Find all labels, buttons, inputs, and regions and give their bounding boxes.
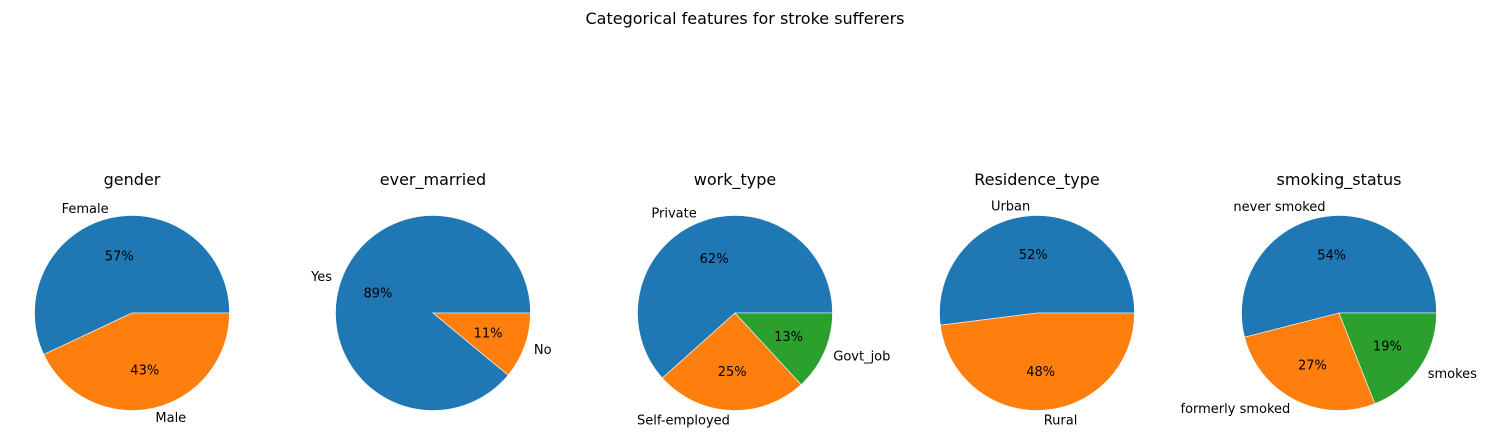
pie-slice <box>432 312 531 376</box>
pie-percent-label: 57% <box>105 249 134 264</box>
pie-title: gender <box>104 170 161 189</box>
pie-title: Residence_type <box>974 170 1100 190</box>
pie-category-label: Yes <box>310 270 332 285</box>
pie-slice <box>637 215 833 379</box>
pie-charts: gender 57% Female 43% Male ever_married 89% Yes… <box>34 170 1478 429</box>
pie-percent-label: 62% <box>700 252 729 267</box>
pie-category-label: Self-employed <box>637 414 730 429</box>
pie-residence-type: Residence_type 52% Urban 48% Rural <box>939 170 1135 429</box>
pie-percent-label: 89% <box>364 287 393 302</box>
pie-slice <box>939 215 1135 326</box>
pie-title: smoking_status <box>1277 170 1402 190</box>
pie-percent-label: 43% <box>130 364 159 379</box>
pie-percent-label: 19% <box>1373 339 1402 354</box>
pie-slice <box>34 215 230 355</box>
pie-smoking-status: smoking_status 54% never smoked 27% formerly… <box>1181 170 1478 417</box>
pie-slice <box>734 312 833 386</box>
pie-category-label: Govt_job <box>833 350 890 365</box>
pie-category-label: Rural <box>1044 414 1078 429</box>
pie-slice <box>1244 312 1376 411</box>
pie-slice <box>43 312 230 411</box>
pie-category-label: smokes <box>1428 367 1477 382</box>
pie-category-label: formerly smoked <box>1181 402 1291 417</box>
pie-category-label: Urban <box>991 199 1030 214</box>
pie-percent-label: 54% <box>1317 248 1346 263</box>
pie-slice <box>661 312 802 411</box>
pie-ever-married: ever_married 89% Yes 11% No <box>310 170 552 411</box>
pie-title: ever_married <box>380 170 486 190</box>
pie-slice <box>939 312 1135 411</box>
pie-percent-label: 48% <box>1026 365 1055 380</box>
pie-percent-label: 27% <box>1298 359 1327 374</box>
pie-title: work_type <box>694 170 776 190</box>
pie-slice <box>1338 312 1437 405</box>
pie-percent-label: 52% <box>1019 248 1048 263</box>
pie-slice <box>1241 215 1437 338</box>
pie-gender: gender 57% Female 43% Male <box>34 170 230 426</box>
pie-work-type: work_type 62% Private 25% Self-employed 13% Go… <box>637 170 890 429</box>
pie-category-label: never smoked <box>1233 200 1325 215</box>
pie-percent-label: 11% <box>474 326 503 341</box>
pie-category-label: No <box>534 343 552 358</box>
pie-category-label: Private <box>651 206 696 221</box>
pie-percent-label: 25% <box>718 365 747 380</box>
pie-category-label: Female <box>62 202 109 217</box>
figure-suptitle: Categorical features for stroke sufferer… <box>585 9 904 28</box>
pie-percent-label: 13% <box>774 330 803 345</box>
pie-category-label: Male <box>155 411 186 426</box>
